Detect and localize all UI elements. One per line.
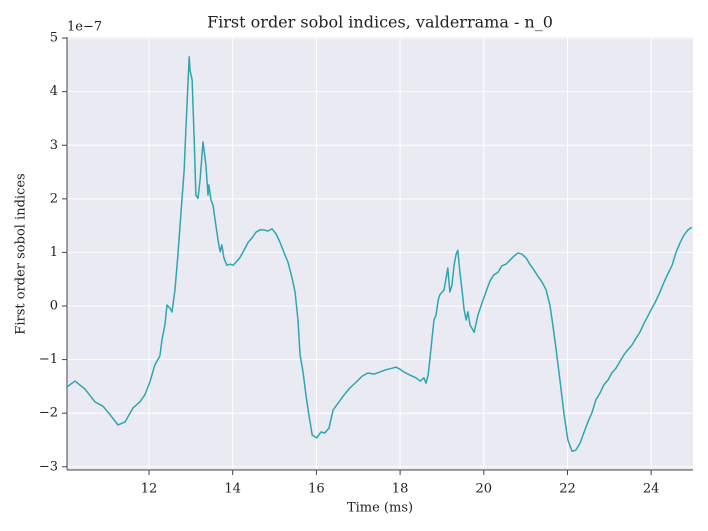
y-tick-label: 5 xyxy=(50,31,58,46)
x-tick-label: 20 xyxy=(476,482,493,497)
y-tick-label: 2 xyxy=(50,191,58,206)
x-tick-label: 14 xyxy=(224,482,241,497)
y-tick-label: −2 xyxy=(39,406,58,421)
y-axis-label: First order sobol indices xyxy=(14,173,29,334)
y-tick-label: −1 xyxy=(39,352,58,367)
chart-title: First order sobol indices, valderrama - … xyxy=(207,13,553,32)
plot-area xyxy=(67,37,693,470)
y-tick-label: −3 xyxy=(39,459,58,474)
y-tick-label: 3 xyxy=(50,138,58,153)
y-tick-label: 0 xyxy=(50,299,58,314)
data-line xyxy=(66,56,693,452)
y-offset-label: 1e−7 xyxy=(67,20,102,35)
x-axis-label: Time (ms) xyxy=(347,501,413,516)
y-tick-label: 4 xyxy=(50,84,58,99)
x-tick-label: 24 xyxy=(643,482,660,497)
x-tick-label: 18 xyxy=(392,482,409,497)
y-tick-label: 1 xyxy=(50,245,58,260)
x-tick-label: 22 xyxy=(559,482,576,497)
x-tick-label: 12 xyxy=(141,482,158,497)
x-tick-label: 16 xyxy=(308,482,325,497)
